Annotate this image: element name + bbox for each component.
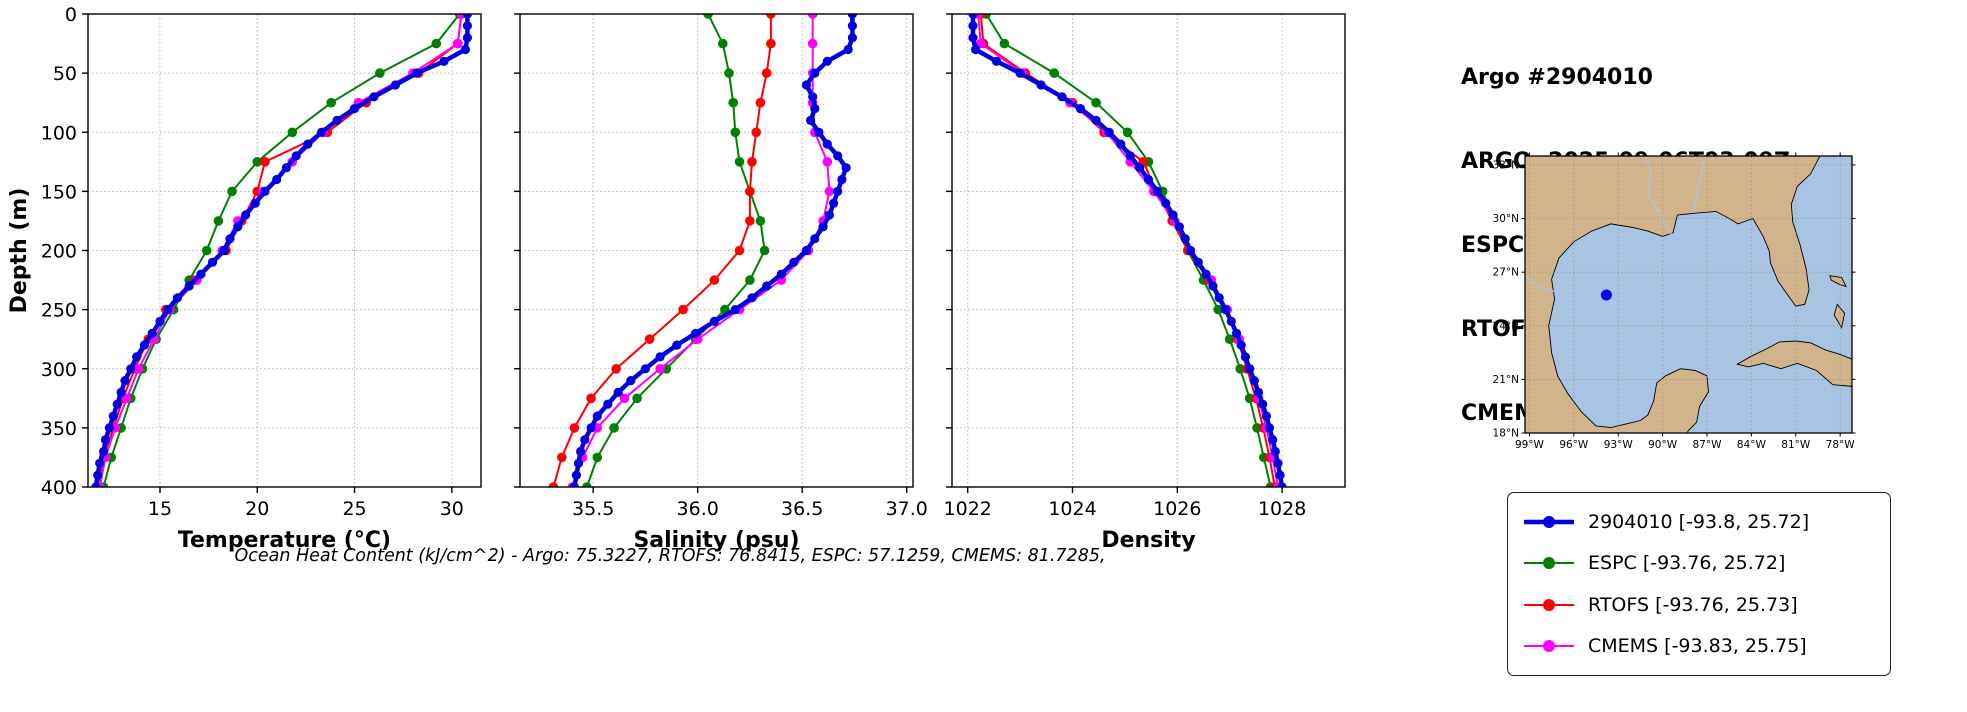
legend-item: CMEMS [-93.83, 25.75]: [1522, 635, 1876, 657]
subplot-temperature: 15 20 25 30050100150200250300350400Temperat…: [41, 4, 482, 553]
y-tick-label: 100: [41, 122, 77, 144]
legend-label: CMEMS [-93.83, 25.75]: [1588, 635, 1807, 658]
map-y-tick-label: 33°N: [1493, 159, 1519, 171]
legend-line-marker-icon: [1524, 557, 1574, 570]
legend: 2904010 [-93.8, 25.72] ESPC [-93.76, 25.7…: [1507, 492, 1891, 676]
x-tick-label: 35.5: [572, 498, 614, 520]
profile-plots: 15 20 25 30050100150200250300350400Temperat…: [7, 4, 1346, 553]
landmass: [1736, 340, 1852, 387]
y-tick-label: 300: [41, 359, 77, 381]
legend-label: 2904010 [-93.8, 25.72]: [1588, 510, 1810, 533]
landmass: [1829, 275, 1847, 288]
figure-title: Argo #2904010: [1461, 65, 1653, 90]
y-tick-label: 50: [53, 63, 77, 85]
series-RTOFS-salinity: [548, 14, 776, 487]
y-tick-label: 400: [41, 477, 77, 499]
map-x-tick-label: 93°W: [1604, 439, 1634, 451]
legend-label: RTOFS [-93.76, 25.73]: [1588, 593, 1798, 616]
landmass: [1525, 156, 1821, 433]
y-tick-label: 250: [41, 300, 77, 322]
legend-line-marker-icon: [1524, 640, 1574, 653]
x-axis-title-density: Density: [1101, 528, 1195, 553]
y-tick-label: 350: [41, 418, 77, 440]
legend-label: ESPC [-93.76, 25.72]: [1588, 552, 1786, 575]
map-y-tick-label: 30°N: [1493, 213, 1519, 225]
x-tick-label: 1026: [1153, 498, 1201, 520]
x-tick-label: 15: [148, 498, 172, 520]
river: [1644, 156, 1673, 235]
map-x-tick-label: 78°W: [1826, 439, 1856, 451]
y-tick-label: 200: [41, 241, 77, 263]
legend-item: ESPC [-93.76, 25.72]: [1522, 552, 1876, 574]
x-tick-label: 20: [245, 498, 269, 520]
legend-item: RTOFS [-93.76, 25.73]: [1522, 594, 1876, 616]
river: [1525, 275, 1557, 293]
series-RTOFS-density: [976, 14, 1280, 487]
map-x-tick-label: 87°W: [1692, 439, 1722, 451]
map-y-tick-label: 24°N: [1493, 320, 1519, 332]
y-axis-title: Depth (m): [7, 188, 32, 314]
subplot-salinity: 35.5 36.0 36.5 37.0 Salinity (psu): [514, 13, 928, 553]
subplot-density: 1022 1024 1026 1028 Density: [944, 13, 1346, 553]
series-ESPC-temperature: [98, 14, 465, 487]
x-axis-title-temperature: Temperature (°C): [178, 528, 391, 553]
legend-item: 2904010 [-93.8, 25.72]: [1522, 511, 1876, 533]
x-tick-label: 36.5: [781, 498, 823, 520]
map-x-tick-label: 84°W: [1737, 439, 1767, 451]
map-y-tick-label: 21°N: [1493, 374, 1519, 386]
series-2904010-density: [968, 14, 1287, 487]
x-tick-label: 1022: [944, 498, 992, 520]
map-x-tick-label: 99°W: [1515, 439, 1545, 451]
legend-line-marker-icon: [1524, 598, 1574, 611]
float-position-marker: [1600, 289, 1612, 301]
x-tick-label: 1024: [1048, 498, 1096, 520]
x-tick-label: 36.0: [677, 498, 719, 520]
map-frame: [1524, 155, 1853, 434]
x-tick-label: 25: [342, 498, 366, 520]
legend-line-marker-icon: [1524, 515, 1574, 528]
ocean-heat-content-text: Ocean Heat Content (kJ/cm^2) - Argo: 75.…: [234, 546, 1106, 566]
map-land-group: [1525, 156, 1852, 433]
x-tick-label: 37.0: [886, 498, 928, 520]
location-map: 99°W 96°W 93°W 90°W 87°W 84°W 81°W 78°W 33°N 30°N…: [1493, 152, 1856, 451]
y-tick-label: 150: [41, 181, 77, 203]
map-y-tick-label: 27°N: [1493, 267, 1519, 279]
map-x-tick-label: 90°W: [1648, 439, 1678, 451]
y-tick-label: 0: [65, 4, 77, 26]
map-y-tick-label: 18°N: [1493, 428, 1519, 440]
x-tick-label: 1028: [1258, 498, 1306, 520]
landmass: [1833, 303, 1846, 329]
x-axis-title-salinity: Salinity (psu): [633, 528, 799, 553]
river: [1693, 161, 1705, 212]
map-x-tick-label: 81°W: [1781, 439, 1811, 451]
series-2904010-temperature: [91, 14, 472, 487]
series-2904010-salinity: [569, 14, 858, 487]
map-x-tick-label: 96°W: [1559, 439, 1589, 451]
x-tick-label: 30: [440, 498, 464, 520]
